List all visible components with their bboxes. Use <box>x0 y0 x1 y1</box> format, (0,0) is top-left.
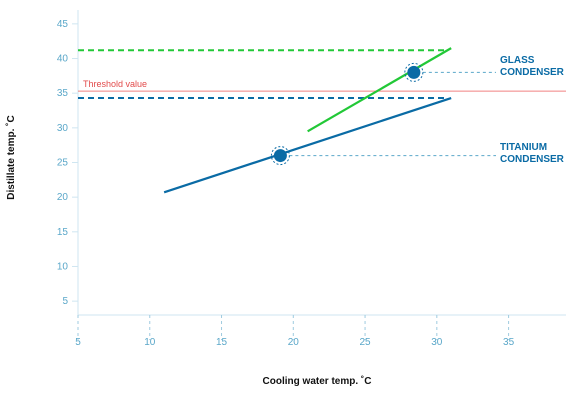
axes <box>77 10 566 316</box>
y-tick-label: 40 <box>57 54 69 65</box>
y-tick-label: 5 <box>62 296 68 307</box>
x-tick-label: 25 <box>359 337 371 348</box>
y-tick-label: 30 <box>57 123 69 134</box>
series-line <box>163 96 452 194</box>
y-tick-label: 15 <box>57 227 69 238</box>
y-axis-title: Distillate temp. ˚C <box>5 115 17 199</box>
y-tick-label: 20 <box>57 192 69 203</box>
series-label: CONDENSER <box>500 67 565 78</box>
threshold-label: Threshold value <box>83 79 147 89</box>
x-tick-label: 20 <box>288 337 300 348</box>
x-tick-label: 10 <box>144 337 156 348</box>
y-tick-label: 10 <box>57 261 69 272</box>
marker-point <box>407 65 421 79</box>
series-lines <box>163 47 452 194</box>
labels: Cooling water temp. ˚C Distillate temp. ˚… <box>5 55 565 387</box>
markers <box>270 62 496 166</box>
series-label: GLASS <box>500 55 535 66</box>
marker-point <box>273 149 287 163</box>
x-axis-title: Cooling water temp. ˚C <box>263 375 372 387</box>
marker-ring <box>270 146 290 166</box>
y-tick-label: 45 <box>57 19 69 30</box>
reference-lines <box>78 49 566 100</box>
x-tick-label: 35 <box>503 337 515 348</box>
series-label: TITANIUM <box>500 142 547 153</box>
x-tick-label: 30 <box>431 337 443 348</box>
y-tick-label: 25 <box>57 158 69 169</box>
x-tick-label: 5 <box>75 337 81 348</box>
series-line <box>307 47 452 133</box>
y-tick-label: 35 <box>57 88 69 99</box>
ticks: 5 10 15 20 25 30 35 40 45 5 10 15 20 25 30 35 <box>57 19 515 348</box>
x-tick-label: 15 <box>216 337 228 348</box>
series-label: CONDENSER <box>500 154 565 165</box>
marker-ring <box>404 62 424 82</box>
